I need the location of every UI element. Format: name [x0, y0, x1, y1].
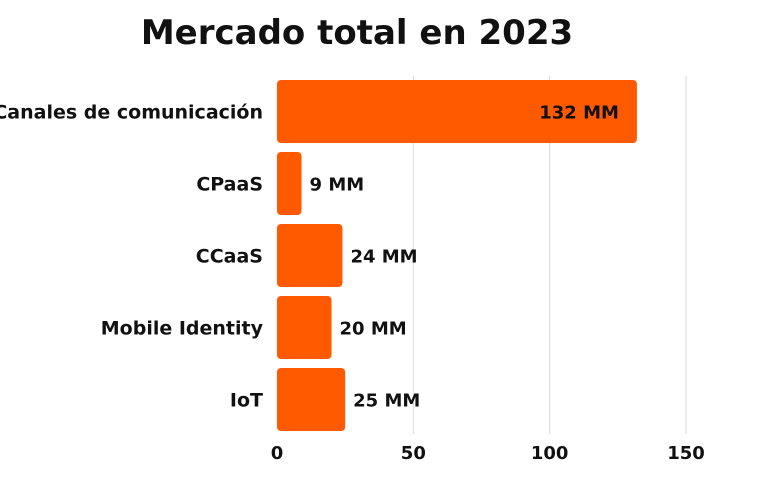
- data-labels: 132 MM 9 MM 24 MM 20 MM 25 MM: [310, 103, 619, 412]
- category-labels: Canales de comunicación CPaaS CCaaS Mobile …: [0, 102, 264, 412]
- bar-2: [277, 224, 343, 287]
- x-tick-label: 100: [531, 443, 569, 464]
- category-label: CCaaS: [196, 246, 263, 268]
- bar-1: [277, 152, 302, 215]
- category-label: Mobile Identity: [101, 318, 264, 340]
- bars-group: [277, 80, 637, 431]
- chart-title: Mercado total en 2023: [141, 13, 573, 53]
- x-axis-tick-labels: 0 50 100 150: [271, 443, 705, 464]
- category-label: CPaaS: [196, 174, 263, 196]
- bar-0: [277, 80, 637, 143]
- x-tick-label: 150: [667, 443, 705, 464]
- bar-3: [277, 296, 332, 359]
- data-label: 25 MM: [353, 391, 420, 412]
- x-tick-label: 50: [401, 443, 426, 464]
- data-label: 24 MM: [350, 247, 417, 268]
- bar-4: [277, 368, 346, 431]
- data-label: 9 MM: [310, 175, 365, 196]
- category-label: IoT: [230, 390, 263, 412]
- data-label: 20 MM: [340, 319, 407, 340]
- data-label: 132 MM: [539, 103, 619, 124]
- x-tick-label: 0: [271, 443, 284, 464]
- category-label: Canales de comunicación: [0, 102, 263, 124]
